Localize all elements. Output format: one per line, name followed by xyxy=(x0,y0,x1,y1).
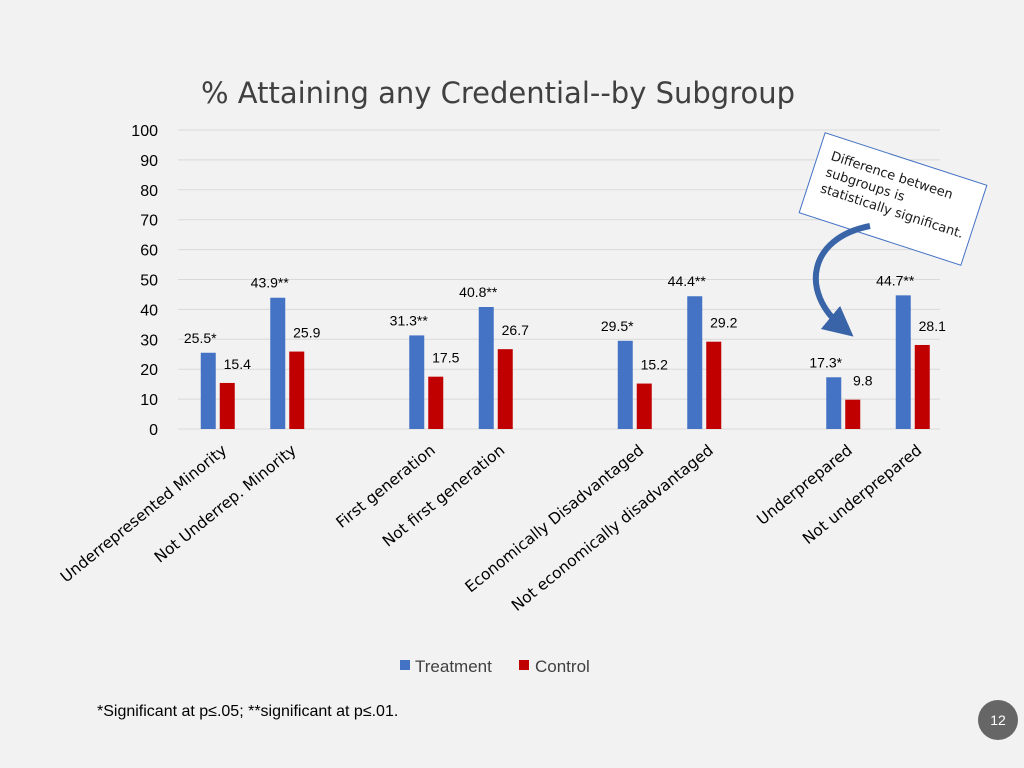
data-label-treatment-5: 44.4** xyxy=(668,273,707,289)
page-badge-circle xyxy=(978,700,1018,740)
y-tick-label-90: 90 xyxy=(140,153,158,170)
bar-treatment-4 xyxy=(617,340,633,429)
bar-control-3 xyxy=(497,349,513,429)
y-tick-label-80: 80 xyxy=(140,183,158,200)
legend-label-treatment: Treatment xyxy=(415,657,492,676)
data-label-control-6: 9.8 xyxy=(853,373,873,389)
legend: Treatment Control xyxy=(400,657,590,676)
bar-control-2 xyxy=(428,376,444,429)
y-tick-label-40: 40 xyxy=(140,302,158,319)
y-tick-label-30: 30 xyxy=(140,332,158,349)
significance-callout: Difference between subgroups is statisti… xyxy=(798,132,988,266)
page-number: 12 xyxy=(990,712,1006,728)
data-label-treatment-4: 29.5* xyxy=(601,318,634,334)
category-label-3: Not first generation xyxy=(379,441,508,550)
data-label-treatment-1: 43.9** xyxy=(251,275,290,291)
bar-treatment-0 xyxy=(200,352,216,429)
bar-control-1 xyxy=(289,351,305,429)
data-label-treatment-7: 44.7** xyxy=(876,272,915,288)
data-label-treatment-0: 25.5* xyxy=(184,330,217,346)
bar-control-6 xyxy=(845,399,861,429)
data-label-control-7: 28.1 xyxy=(919,318,946,334)
data-labels: 25.5* 15.4 43.9** 25.9 31.3** 17.5 40.8** 26.7 2… xyxy=(184,272,946,388)
significance-footnote: *Significant at p≤.05; **significant at … xyxy=(97,703,398,720)
bar-control-4 xyxy=(636,383,652,429)
category-label-7: Not underprepared xyxy=(799,441,925,548)
y-tick-label-100: 100 xyxy=(131,123,158,140)
data-label-control-3: 26.7 xyxy=(502,322,529,338)
bar-treatment-6 xyxy=(826,377,842,429)
bar-control-0 xyxy=(219,382,235,429)
page-number-badge: 12 xyxy=(978,700,1018,740)
bar-control-7 xyxy=(914,344,930,429)
callout-box xyxy=(798,132,988,266)
bar-treatment-3 xyxy=(478,307,494,429)
bar-treatment-1 xyxy=(270,297,286,429)
chart-title: % Attaining any Credential--by Subgroup xyxy=(201,76,795,110)
y-tick-label-0: 0 xyxy=(149,422,158,439)
legend-swatch-treatment xyxy=(400,660,410,670)
y-tick-label-20: 20 xyxy=(140,362,158,379)
y-tick-label-70: 70 xyxy=(140,213,158,230)
data-label-control-2: 17.5 xyxy=(432,350,459,366)
y-tick-label-10: 10 xyxy=(140,392,158,409)
chart-gridlines xyxy=(178,129,940,430)
data-label-treatment-2: 31.3** xyxy=(390,312,429,328)
y-axis-ticks: 0 10 20 30 40 50 60 70 80 90 100 xyxy=(131,123,158,439)
callout-arrow xyxy=(812,223,871,337)
chart-bars xyxy=(200,295,930,429)
legend-label-control: Control xyxy=(535,657,590,676)
data-label-control-1: 25.9 xyxy=(293,325,320,341)
legend-swatch-control xyxy=(519,660,529,670)
data-label-treatment-6: 17.3* xyxy=(809,354,842,370)
data-label-control-4: 15.2 xyxy=(641,357,668,373)
bar-treatment-5 xyxy=(687,296,703,429)
data-label-treatment-3: 40.8** xyxy=(459,284,498,300)
category-label-1: Not Underrep. Minority xyxy=(151,441,300,566)
bar-control-5 xyxy=(706,341,722,429)
data-label-control-5: 29.2 xyxy=(710,315,737,331)
bar-treatment-7 xyxy=(895,295,911,429)
data-label-control-0: 15.4 xyxy=(224,356,251,372)
y-tick-label-50: 50 xyxy=(140,273,158,290)
y-tick-label-60: 60 xyxy=(140,243,158,260)
bar-treatment-2 xyxy=(409,335,425,429)
